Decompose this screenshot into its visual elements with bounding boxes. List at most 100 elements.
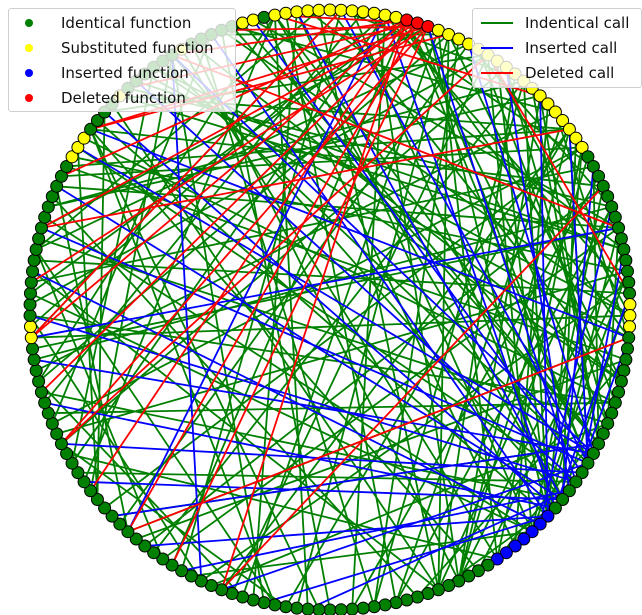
inserted-call-edge xyxy=(210,33,549,517)
deleted-call-edge xyxy=(127,336,630,533)
identical-function-node xyxy=(481,558,495,572)
legend-deleted-function: Deleted function xyxy=(25,86,186,110)
identical-function-node xyxy=(257,10,271,24)
deleted-call-edge xyxy=(60,25,429,445)
inserted-call-edge xyxy=(171,54,203,582)
identical-function-node xyxy=(575,466,589,480)
substituted-function-node xyxy=(71,140,85,154)
substituted-function-node xyxy=(279,6,293,20)
identical-call-edge xyxy=(119,95,625,251)
substituted-function-marker xyxy=(25,44,33,52)
identical-function-node xyxy=(612,221,626,235)
deleted-function-marker xyxy=(25,94,33,102)
identical-call-edge xyxy=(190,43,460,582)
substituted-function-node xyxy=(556,113,570,127)
identical-call-edge xyxy=(56,270,628,435)
legend-label: Deleted call xyxy=(525,64,615,82)
inserted-function-node xyxy=(541,509,555,523)
identical-function-node xyxy=(410,590,424,604)
inserted-call-edge xyxy=(84,480,563,501)
deleted-call-edge xyxy=(220,185,604,591)
identical-function-node xyxy=(156,552,170,566)
identical-function-node xyxy=(129,532,143,546)
identical-function-node xyxy=(24,275,38,289)
identical-call-edge xyxy=(38,237,608,425)
identical-function-node xyxy=(121,525,135,539)
inserted-call-swatch xyxy=(481,47,513,49)
substituted-function-node xyxy=(541,97,555,111)
inserted-call-edge xyxy=(90,128,630,339)
inserted-call-edge xyxy=(144,515,548,547)
legend-identical-call: Indentical call xyxy=(481,11,629,35)
identical-function-node xyxy=(27,253,41,267)
identical-function-node xyxy=(98,501,112,515)
substituted-function-node xyxy=(623,320,637,334)
substituted-function-node xyxy=(533,89,547,103)
inserted-call-edge xyxy=(127,14,386,533)
substituted-function-node xyxy=(367,6,381,20)
identical-function-node xyxy=(60,159,74,173)
substituted-function-node xyxy=(356,5,370,19)
legend-label: Indentical call xyxy=(525,14,630,32)
identical-function-node xyxy=(312,603,326,615)
identical-function-node xyxy=(617,242,631,256)
identical-call-edge xyxy=(37,380,244,598)
identical-function-node xyxy=(90,493,104,507)
legend-label: Deleted function xyxy=(61,89,186,107)
legend-label: Inserted function xyxy=(61,64,189,82)
identical-function-node xyxy=(569,475,583,489)
legend-deleted-call: Deleted call xyxy=(481,61,614,85)
identical-function-node xyxy=(619,253,633,267)
deleted-call-edge xyxy=(171,54,619,229)
identical-function-node xyxy=(378,598,392,612)
deleted-call-edge xyxy=(60,54,489,445)
identical-call-edge xyxy=(48,80,525,208)
identical-function-node xyxy=(620,342,634,356)
identical-call-edge xyxy=(220,30,331,611)
substituted-function-node xyxy=(623,297,637,311)
substituted-function-node xyxy=(77,131,91,145)
substituted-function-node xyxy=(345,4,359,18)
identical-function-node xyxy=(562,484,576,498)
inserted-call-edge xyxy=(505,67,571,491)
identical-function-node xyxy=(65,456,79,470)
substituted-function-node xyxy=(65,150,79,164)
inserted-call-edge xyxy=(61,442,583,474)
inserted-function-node xyxy=(490,552,504,566)
identical-function-node xyxy=(23,297,37,311)
identical-function-node xyxy=(581,150,595,164)
substituted-function-node xyxy=(575,140,589,154)
deleted-call-edge xyxy=(90,25,429,131)
identical-function-node xyxy=(175,564,189,578)
identical-function-node xyxy=(400,593,414,607)
identical-call-edge xyxy=(351,15,387,610)
inserted-call-edge xyxy=(252,19,583,474)
identical-function-node xyxy=(23,309,37,323)
deleted-call-edge xyxy=(41,22,418,229)
inserted-call-edge xyxy=(539,95,549,517)
inserted-function-node xyxy=(499,546,513,560)
inserted-call-edge xyxy=(561,166,595,500)
deleted-call-edge xyxy=(127,22,419,533)
inserted-function-node xyxy=(508,539,522,553)
identical-function-marker xyxy=(25,19,33,27)
identical-call-edge xyxy=(395,206,613,604)
substituted-function-node xyxy=(23,320,37,334)
identical-function-node xyxy=(548,501,562,515)
inserted-call-edge xyxy=(135,80,577,483)
identical-call-edge xyxy=(405,19,609,424)
identical-function-node xyxy=(34,385,48,399)
identical-function-node xyxy=(389,596,403,610)
identical-function-node xyxy=(301,602,315,615)
identical-function-node xyxy=(23,286,37,300)
identical-call-edge xyxy=(83,14,276,483)
identical-function-node xyxy=(147,546,161,560)
substituted-function-node xyxy=(312,3,326,17)
substituted-function-node xyxy=(323,3,337,17)
identical-call-edge xyxy=(55,186,129,532)
identical-call-edge xyxy=(220,128,571,591)
identical-function-node xyxy=(268,598,282,612)
inserted-call-edge xyxy=(568,129,589,464)
identical-call-edge xyxy=(539,95,600,444)
identical-function-node xyxy=(32,232,46,246)
